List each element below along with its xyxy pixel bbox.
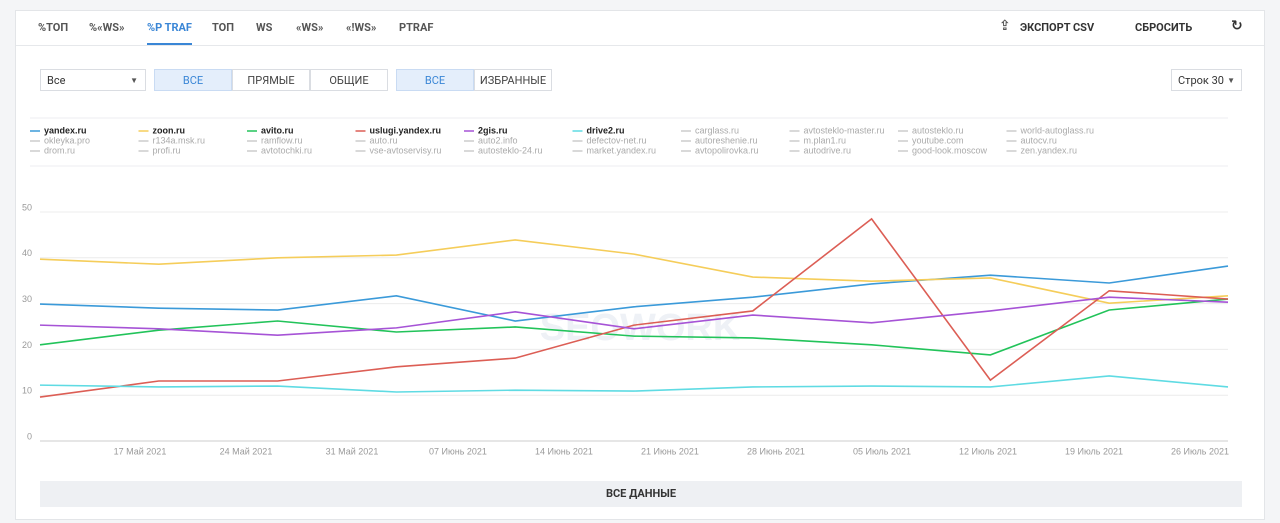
legend-label: avito.ru	[261, 125, 294, 135]
x-tick-label: 05 Июль 2021	[853, 446, 911, 456]
legend-label-inactive: ramflow.ru	[261, 135, 303, 145]
legend-label: 2gis.ru	[478, 125, 508, 135]
site-button[interactable]: ВСЕ	[396, 69, 474, 91]
legend-label-inactive: okleyka.pro	[44, 135, 90, 145]
legend-label-inactive: autosteklo.ru	[912, 125, 964, 135]
legend-label-inactive: autocv.ru	[1021, 135, 1057, 145]
legend-label-inactive: avtotochki.ru	[261, 145, 312, 155]
legend-label: yandex.ru	[44, 125, 87, 135]
tab[interactable]: «WS»	[296, 21, 324, 34]
type-button[interactable]: ПРЯМЫЕ	[232, 69, 310, 91]
type-button[interactable]: ОБЩИЕ	[310, 69, 388, 91]
legend-label-inactive: zen.yandex.ru	[1021, 145, 1078, 155]
reset-button[interactable]: СБРОСИТЬ	[1135, 21, 1193, 34]
legend-label-inactive: avtopolirovka.ru	[695, 145, 759, 155]
tab[interactable]: %ТОП	[38, 21, 69, 34]
tab[interactable]: ТОП	[212, 21, 235, 34]
legend-label-inactive: world-autoglass.ru	[1020, 125, 1095, 135]
refresh-icon[interactable]: ↻	[1231, 18, 1243, 34]
legend-label-inactive: youtube.com	[912, 135, 964, 145]
x-tick-label: 28 Июнь 2021	[747, 446, 805, 456]
y-tick-label: 0	[27, 431, 32, 441]
legend-label-inactive: market.yandex.ru	[587, 145, 657, 155]
legend-label-inactive: vse-avtoservisy.ru	[370, 145, 442, 155]
tab[interactable]: %«WS»	[89, 21, 125, 34]
series-line	[39, 239, 1229, 304]
select[interactable]: Все ▼	[40, 69, 146, 91]
rows-text: Строк 30	[1178, 74, 1224, 87]
x-tick-label: 07 Июнь 2021	[429, 446, 487, 456]
legend-label-inactive: drom.ru	[44, 145, 75, 155]
legend-label: uslugi.yandex.ru	[370, 125, 442, 135]
x-tick-label: 17 Май 2021	[114, 446, 167, 456]
x-tick-label: 24 Май 2021	[220, 446, 273, 456]
legend-label-inactive: good-look.moscow	[912, 145, 988, 155]
caret: ▼	[1227, 76, 1235, 85]
legend-label-inactive: r134a.msk.ru	[153, 135, 206, 145]
series-line	[39, 375, 1229, 393]
all-data-button[interactable]: ВСЕ ДАННЫЕ	[40, 481, 1242, 507]
series-line	[39, 217, 1229, 398]
legend-label-inactive: auto.ru	[370, 135, 398, 145]
x-tick-label: 19 Июль 2021	[1065, 446, 1123, 456]
rows-select[interactable]: Строк 30 ▼	[1171, 69, 1242, 91]
x-tick-label: 26 Июль 2021	[1171, 446, 1229, 456]
x-tick-label: 14 Июнь 2021	[535, 446, 593, 456]
legend-label: drive2.ru	[587, 125, 625, 135]
legend-label-inactive: avtosteklo-master.ru	[804, 125, 885, 135]
export-button[interactable]: ЭКСПОРТ CSV	[1020, 21, 1095, 34]
caret: ▼	[130, 76, 138, 85]
y-tick-label: 10	[22, 386, 32, 396]
tab[interactable]: %P TRAF	[147, 21, 192, 45]
y-tick-label: 20	[22, 340, 32, 350]
card: %ТОП %«WS» %P TRAF ТОП WS «WS» «!WS» PTR…	[15, 10, 1265, 520]
x-tick-label: 12 Июль 2021	[959, 446, 1017, 456]
legend-label-inactive: autodrive.ru	[804, 145, 852, 155]
series-line	[39, 298, 1229, 356]
tab[interactable]: «!WS»	[346, 21, 377, 34]
divider	[16, 45, 1264, 46]
legend-label-inactive: carglass.ru	[695, 125, 739, 135]
type-button[interactable]: ВСЕ	[154, 69, 232, 91]
series-line	[39, 265, 1229, 322]
y-tick-label: 40	[22, 248, 32, 258]
legend-label-inactive: autoreshenie.ru	[695, 135, 758, 145]
y-tick-label: 50	[22, 202, 32, 212]
x-tick-label: 31 Май 2021	[326, 446, 379, 456]
export-icon: ⇪	[999, 18, 1011, 34]
tab[interactable]: PTRAF	[399, 21, 434, 34]
legend-label-inactive: m.plan1.ru	[804, 135, 847, 145]
y-tick-label: 30	[22, 294, 32, 304]
legend-label-inactive: profi.ru	[153, 145, 181, 155]
select-text: Все	[47, 74, 66, 87]
x-tick-label: 21 Июнь 2021	[641, 446, 699, 456]
legend-label: zoon.ru	[153, 125, 186, 135]
legend-label-inactive: auto2.info	[478, 135, 518, 145]
legend-label-inactive: defectov-net.ru	[587, 135, 647, 145]
legend-label-inactive: autosteklo-24.ru	[478, 145, 543, 155]
site-button[interactable]: ИЗБРАННЫЕ	[474, 69, 552, 91]
tab[interactable]: WS	[256, 21, 273, 34]
series-line	[39, 296, 1229, 337]
